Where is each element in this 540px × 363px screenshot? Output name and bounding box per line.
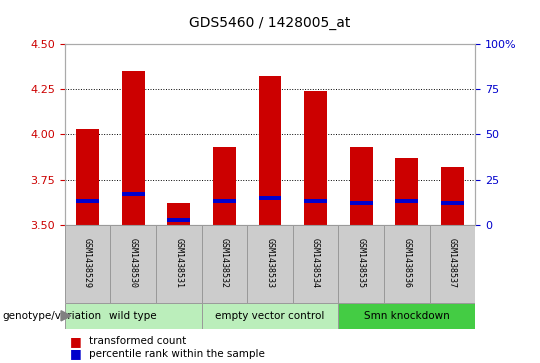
FancyBboxPatch shape: [110, 225, 156, 303]
FancyBboxPatch shape: [201, 303, 339, 329]
FancyBboxPatch shape: [430, 225, 475, 303]
Text: GSM1438533: GSM1438533: [266, 237, 274, 287]
Bar: [213, 147, 236, 225]
Bar: [167, 218, 190, 221]
Bar: [350, 201, 373, 205]
FancyBboxPatch shape: [384, 225, 430, 303]
Bar: [213, 200, 236, 204]
Text: GSM1438535: GSM1438535: [357, 237, 366, 287]
Bar: [259, 196, 281, 200]
FancyBboxPatch shape: [65, 303, 201, 329]
FancyBboxPatch shape: [339, 225, 384, 303]
Text: GSM1438531: GSM1438531: [174, 237, 183, 287]
Text: wild type: wild type: [110, 311, 157, 321]
FancyBboxPatch shape: [65, 225, 110, 303]
Bar: [304, 91, 327, 225]
FancyBboxPatch shape: [293, 225, 339, 303]
Bar: [441, 201, 464, 205]
Bar: [395, 200, 418, 204]
Text: GSM1438534: GSM1438534: [311, 237, 320, 287]
Bar: [167, 203, 190, 225]
Bar: [441, 167, 464, 225]
Text: empty vector control: empty vector control: [215, 311, 325, 321]
Bar: [76, 200, 99, 204]
Text: transformed count: transformed count: [89, 336, 186, 346]
Text: GSM1438536: GSM1438536: [402, 237, 411, 287]
Text: Smn knockdown: Smn knockdown: [364, 311, 450, 321]
FancyBboxPatch shape: [339, 303, 475, 329]
Bar: [395, 158, 418, 225]
Text: GSM1438529: GSM1438529: [83, 237, 92, 287]
Bar: [350, 147, 373, 225]
FancyBboxPatch shape: [201, 225, 247, 303]
FancyBboxPatch shape: [247, 225, 293, 303]
Text: percentile rank within the sample: percentile rank within the sample: [89, 349, 265, 359]
Text: GDS5460 / 1428005_at: GDS5460 / 1428005_at: [190, 16, 350, 30]
Text: GSM1438530: GSM1438530: [129, 237, 138, 287]
Text: genotype/variation: genotype/variation: [3, 311, 102, 321]
Polygon shape: [61, 311, 71, 321]
Bar: [122, 192, 145, 196]
Text: ■: ■: [70, 335, 82, 348]
Bar: [259, 76, 281, 225]
Bar: [304, 200, 327, 204]
Text: GSM1438537: GSM1438537: [448, 237, 457, 287]
FancyBboxPatch shape: [156, 225, 201, 303]
Text: ■: ■: [70, 347, 82, 360]
Bar: [122, 71, 145, 225]
Bar: [76, 129, 99, 225]
Text: GSM1438532: GSM1438532: [220, 237, 229, 287]
